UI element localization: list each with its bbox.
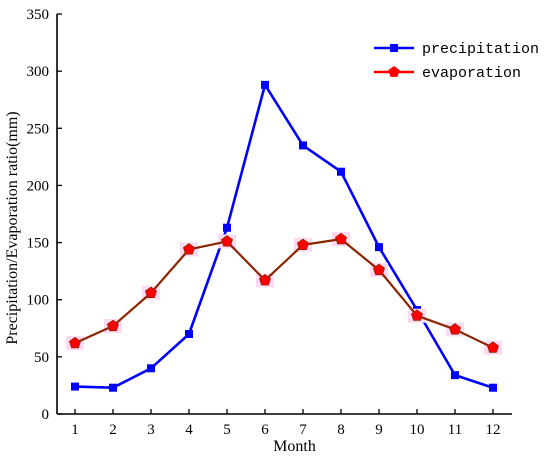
x-tick-label: 7 [299, 422, 307, 438]
precipitation-line [74, 83, 494, 390]
legend-label: evaporation [422, 65, 521, 82]
legend-swatch-marker [388, 66, 400, 77]
evaporation-point [449, 323, 461, 335]
x-axis-title: Month [273, 438, 316, 455]
y-tick-label: 100 [27, 293, 50, 309]
precipitation-point [261, 80, 269, 89]
evaporation-point [107, 319, 119, 332]
evaporation-point [259, 273, 271, 286]
y-tick-label: 350 [27, 7, 50, 23]
axes [56, 14, 512, 415]
evaporation-line [74, 238, 494, 349]
y-ticks: 0 50 100 150 200 250 300 350 [27, 7, 62, 423]
evaporation-point [221, 235, 233, 247]
x-tick-label: 4 [185, 422, 193, 438]
legend-label: precipitation [422, 41, 539, 58]
x-tick-label: 10 [410, 422, 425, 438]
evaporation-point [487, 341, 499, 353]
legend-item-precipitation: precipitation [374, 41, 539, 58]
legend-swatch-marker [390, 44, 398, 52]
x-tick-label: 9 [375, 422, 383, 438]
precipitation-point [185, 330, 193, 338]
precipitation-point [147, 364, 155, 373]
x-tick-label: 6 [261, 422, 269, 438]
legend-item-evaporation: evaporation [374, 65, 521, 82]
evaporation-point [373, 263, 385, 276]
y-tick-label: 300 [27, 64, 50, 80]
evaporation-point [335, 232, 347, 245]
y-tick-label: 150 [27, 236, 50, 252]
x-tick-label: 1 [71, 422, 79, 438]
y-tick-label: 250 [27, 121, 50, 137]
evaporation-point [145, 286, 157, 298]
x-tick-label: 2 [109, 422, 117, 438]
precipitation-point [299, 141, 307, 150]
precipitation-point [337, 167, 345, 176]
x-tick-label: 11 [448, 422, 462, 438]
x-tick-label: 8 [337, 422, 345, 438]
series-layer [66, 80, 502, 392]
x-tick-label: 5 [223, 422, 231, 438]
y-tick-label: 200 [27, 178, 50, 194]
series-evaporation [66, 232, 502, 355]
evaporation-point [69, 336, 81, 349]
evaporation-point [183, 243, 195, 255]
evaporation-point [297, 238, 309, 250]
y-tick-label: 50 [34, 350, 49, 366]
precipitation-point [223, 223, 231, 232]
precipitation-point [71, 382, 79, 391]
precipitation-point [489, 383, 497, 392]
series-precipitation [71, 80, 497, 392]
x-ticks: 1 2 3 4 5 6 7 8 9 10 11 12 [71, 409, 501, 438]
precipitation-point [109, 383, 117, 392]
y-tick-label: 0 [42, 407, 50, 423]
precipitation-point [451, 371, 459, 380]
x-tick-label: 12 [486, 422, 501, 438]
x-tick-label: 3 [147, 422, 155, 438]
y-axis-title: Precipitation/Evaporation ratio(mm) [4, 111, 21, 344]
legend: precipitation evaporation [374, 41, 539, 82]
evaporation-point [411, 309, 423, 321]
precipitation-point [375, 243, 383, 252]
